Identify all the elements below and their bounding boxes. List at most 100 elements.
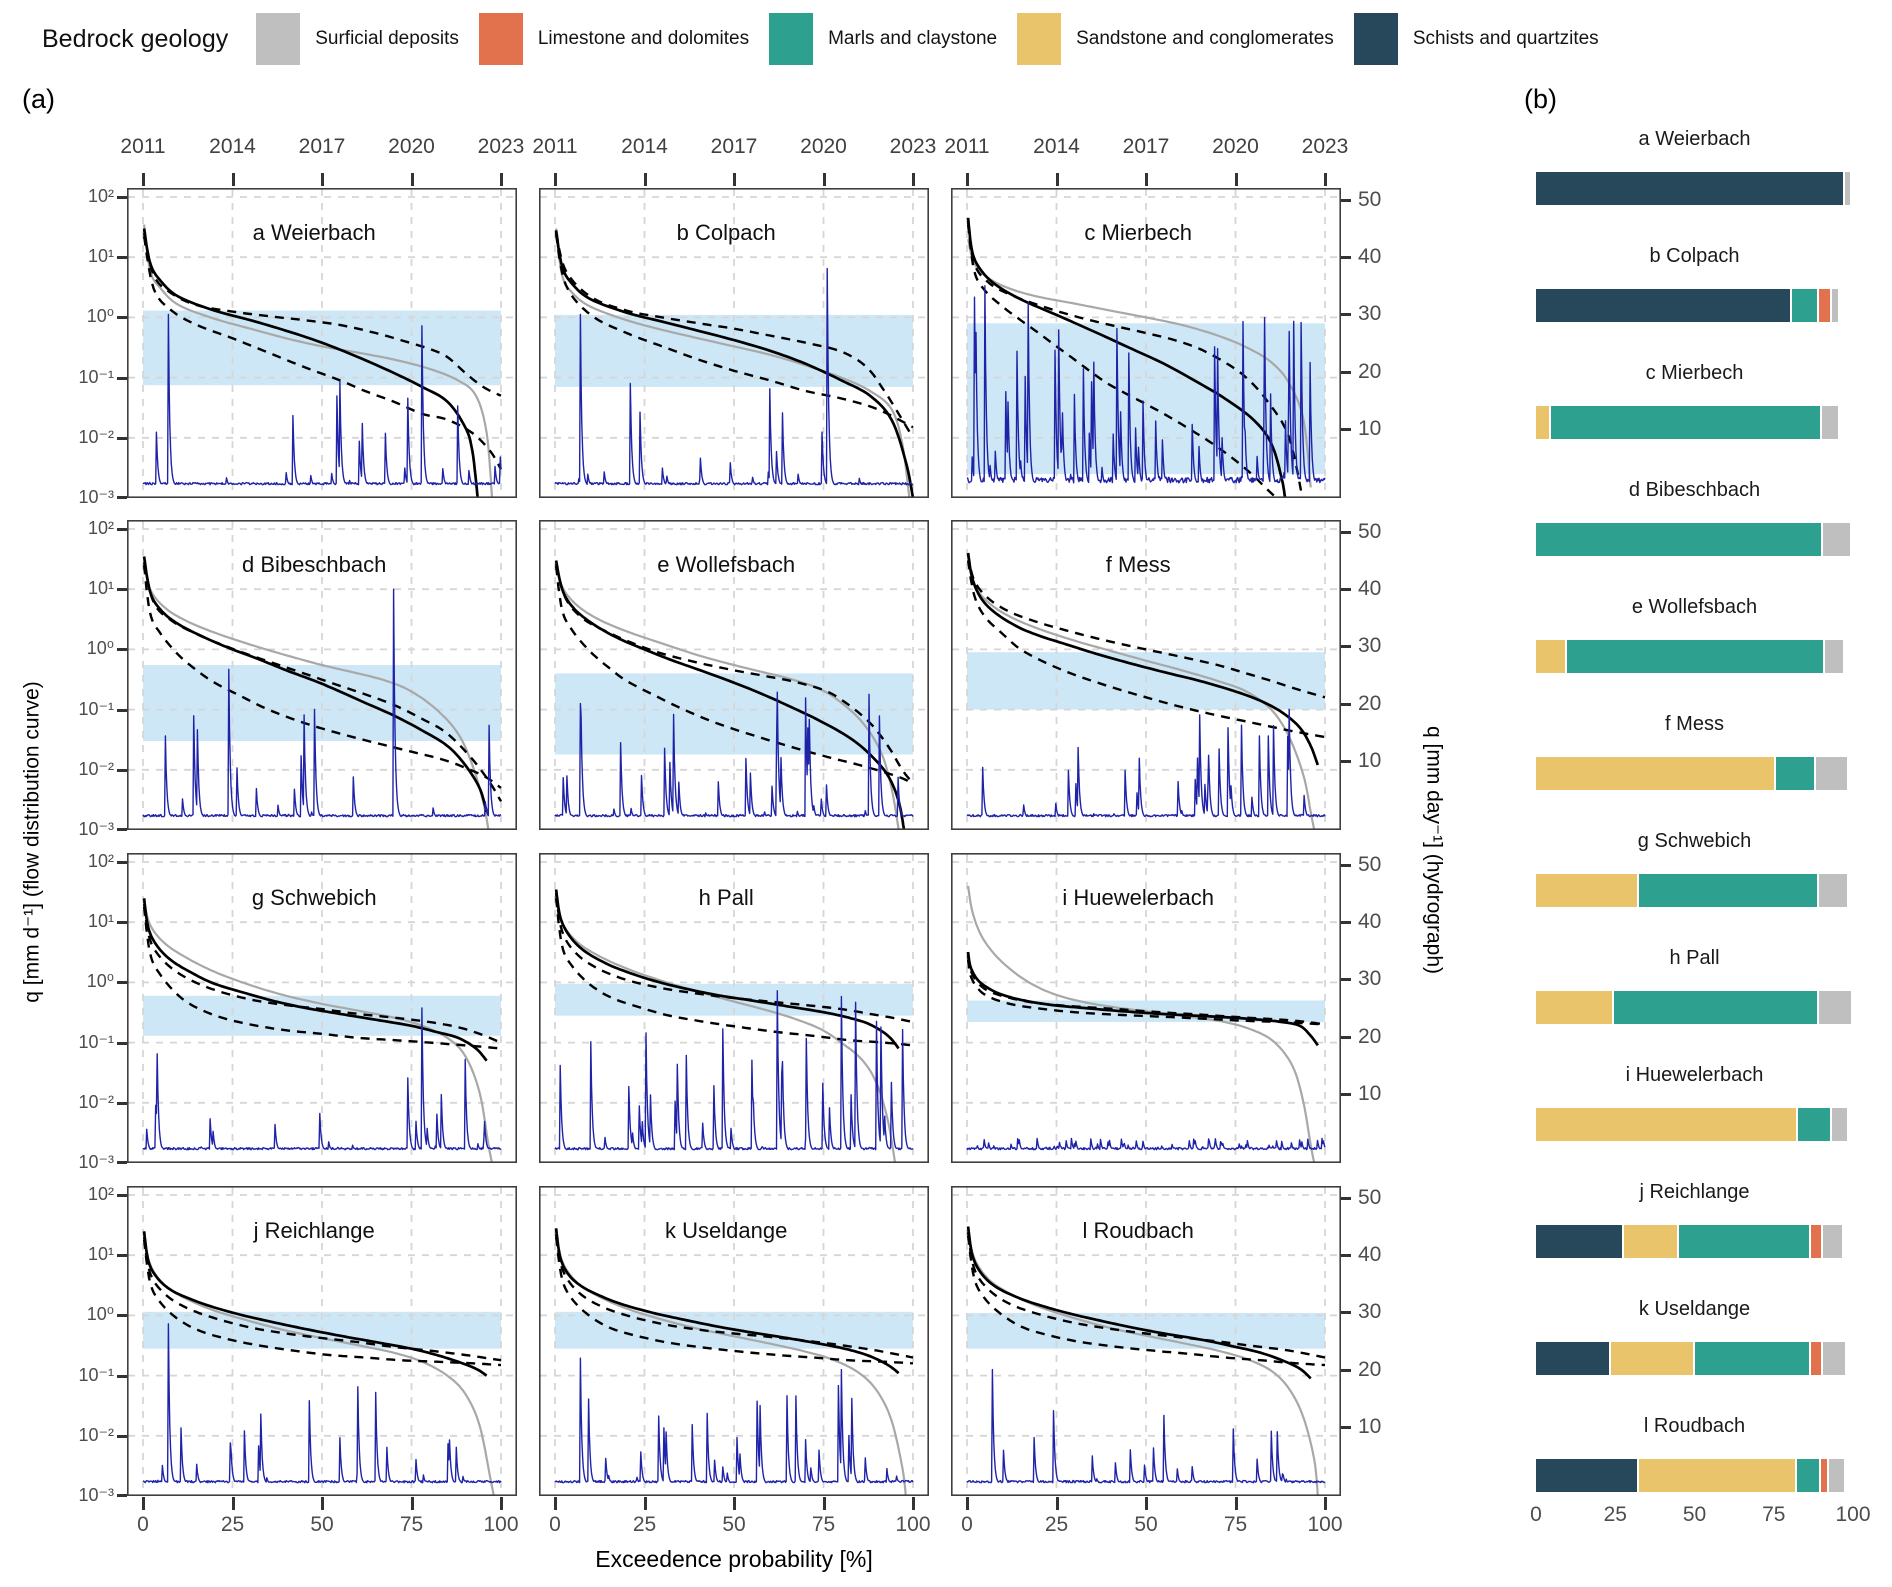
fdc-gray-line bbox=[143, 560, 490, 829]
subplot-c-mierbech: c Mierbech bbox=[951, 188, 1341, 498]
segment-sandstone-and-conglomerates bbox=[1610, 1342, 1694, 1375]
segment-marls-and-claystone bbox=[1695, 1342, 1810, 1375]
limestone-and-dolomites-swatch-icon bbox=[478, 13, 523, 65]
left-axis-tick bbox=[117, 1101, 127, 1105]
left-axis-tick bbox=[117, 316, 127, 320]
subplot-j-reichlange: j Reichlange bbox=[127, 1186, 517, 1496]
fdc-gray-line bbox=[967, 556, 1316, 829]
subplot-i-huewelerbach: i Huewelerbach bbox=[951, 853, 1341, 1163]
subplot-border bbox=[539, 853, 929, 1163]
subplot-title: h Pall bbox=[699, 885, 754, 910]
legend-item-sandstone-and-conglomerates: Sandstone and conglomerates bbox=[1017, 13, 1334, 65]
left-axis-tick bbox=[117, 528, 127, 532]
top-axis-year-label: 2023 bbox=[477, 135, 525, 158]
fdc-dashed-upper bbox=[142, 233, 502, 397]
geology-bar-f-mess bbox=[1536, 757, 1853, 790]
legend-item-label: Surficial deposits bbox=[315, 28, 459, 49]
top-axis-year-label: 2011 bbox=[120, 135, 166, 158]
left-axis-tick-label: 10⁻¹ bbox=[78, 366, 114, 387]
bottom-axis-tick bbox=[142, 1497, 145, 1510]
right-axis-tick-label: 40 bbox=[1358, 1243, 1382, 1267]
fdc-dashed-lower bbox=[142, 236, 503, 470]
fdc-dashed-lower bbox=[142, 1239, 502, 1367]
bottom-axis-tick bbox=[410, 1497, 414, 1510]
subplot-plot-area bbox=[128, 189, 516, 497]
segment-surficial-deposits bbox=[1831, 1108, 1848, 1141]
segment-surficial-deposits bbox=[1822, 1342, 1846, 1375]
subplot-plot-area bbox=[540, 1187, 928, 1495]
right-axis-tick-label: 20 bbox=[1358, 691, 1382, 715]
top-axis-tick bbox=[822, 173, 826, 186]
top-axis-year-label: 2011 bbox=[532, 135, 578, 158]
top-axis-tick bbox=[1234, 173, 1238, 186]
right-axis-tick bbox=[1341, 199, 1351, 202]
legend-item-marls-and-claystone: Marls and claystone bbox=[769, 13, 997, 65]
left-axis-tick-label: 10⁰ bbox=[86, 638, 114, 659]
fdc-dashed-lower bbox=[142, 565, 502, 789]
subplot-title: l Roudbach bbox=[1083, 1218, 1194, 1243]
bottom-axis-tick-label: 0 bbox=[549, 1513, 561, 1536]
right-axis-tick-label: 20 bbox=[1358, 1024, 1382, 1048]
left-axis-tick-label: 10² bbox=[87, 1184, 114, 1205]
right-axis-tick bbox=[1341, 702, 1351, 706]
top-axis-tick bbox=[500, 173, 503, 186]
segment-schists-and-quartzites bbox=[1536, 172, 1844, 205]
left-axis-tick-label: 10² bbox=[87, 851, 114, 872]
legend-item-surficial-deposits: Surficial deposits bbox=[256, 13, 459, 65]
left-axis-tick-label: 10⁰ bbox=[86, 971, 114, 992]
fdc-gray-line bbox=[143, 901, 493, 1162]
top-axis-year-label: 2011 bbox=[944, 135, 990, 158]
right-axis-tick bbox=[1341, 313, 1351, 317]
subplot-border bbox=[539, 520, 929, 830]
bottom-axis-tick-label: 25 bbox=[1044, 1513, 1069, 1536]
geology-bar-title: d Bibeschbach bbox=[1628, 479, 1761, 501]
left-axis-tick-label: 10⁻¹ bbox=[78, 698, 114, 719]
hydrograph-line bbox=[142, 588, 502, 818]
geology-bar-title: b Colpach bbox=[1649, 245, 1740, 267]
left-axis-tick-label: 10⁻² bbox=[78, 1091, 114, 1112]
left-axis-tick bbox=[117, 436, 127, 440]
fdc-gray-line bbox=[967, 238, 1312, 488]
right-axis-tick bbox=[1341, 1197, 1351, 1200]
bottom-axis-tick-label: 50 bbox=[310, 1513, 334, 1536]
segment-limestone-and-dolomites bbox=[1811, 1342, 1821, 1375]
schists-and-quartzites-swatch-icon bbox=[1353, 13, 1398, 65]
hydrograph-line bbox=[966, 285, 1326, 484]
left-axis-tick-label: 10⁻¹ bbox=[78, 1364, 114, 1385]
left-axis-tick-label: 10⁻³ bbox=[78, 819, 114, 839]
bottom-axis-tick-label: 100 bbox=[483, 1513, 519, 1536]
subplot-border bbox=[539, 188, 929, 498]
legend-title: Bedrock geology bbox=[42, 24, 229, 53]
panel-b-axis-label: 25 bbox=[1603, 1503, 1627, 1526]
left-axis-tick-label: 10² bbox=[87, 186, 114, 207]
geology-bar-g-schwebich bbox=[1536, 874, 1853, 907]
hydrograph-line bbox=[554, 990, 914, 1151]
fdc-gray-line bbox=[555, 228, 911, 497]
subplot-border bbox=[951, 853, 1341, 1163]
fdc-dashed-lower bbox=[966, 1235, 1326, 1367]
left-axis-tick bbox=[117, 1314, 127, 1318]
segment-marls-and-claystone bbox=[1639, 874, 1817, 907]
subplot-title: i Huewelerbach bbox=[1062, 885, 1214, 910]
left-axis-tick-label: 10¹ bbox=[87, 246, 114, 267]
subplot-g-schwebich: g Schwebich bbox=[127, 853, 517, 1163]
geology-bar-title: f Mess bbox=[1665, 713, 1724, 735]
left-axis-tick bbox=[117, 768, 127, 772]
right-axis-tick bbox=[1341, 1092, 1351, 1096]
top-axis-year-label: 2023 bbox=[889, 135, 937, 158]
subplot-plot-area bbox=[952, 854, 1340, 1162]
geology-bar-title: k Useldange bbox=[1638, 1298, 1751, 1320]
subplot-border bbox=[127, 188, 517, 498]
top-axis-tick bbox=[966, 173, 969, 186]
top-axis-year-label: 2014 bbox=[621, 135, 668, 158]
fdc-gray-line bbox=[143, 1234, 495, 1495]
segment-sandstone-and-conglomerates bbox=[1536, 1108, 1796, 1141]
fdc-solid-line bbox=[966, 1226, 1312, 1380]
left-y-axis-title: q [mm d⁻¹] (flow distribution curve) bbox=[20, 681, 44, 1003]
geology-bar-title: i Huewelerbach bbox=[1625, 1064, 1764, 1086]
subplot-border bbox=[951, 188, 1341, 498]
flow-band bbox=[143, 995, 501, 1036]
right-axis-tick bbox=[1341, 370, 1351, 374]
top-axis-year-label: 2020 bbox=[800, 135, 847, 158]
left-axis-tick-label: 10⁻³ bbox=[78, 1152, 114, 1172]
